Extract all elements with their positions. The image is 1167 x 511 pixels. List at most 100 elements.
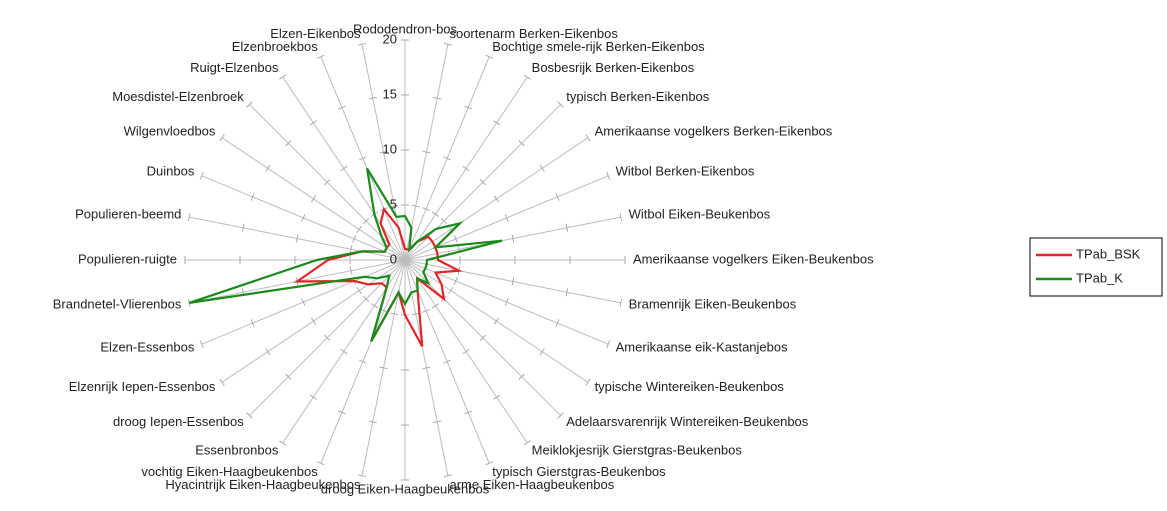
axis-label: Bochtige smele-rijk Berken-Eikenbos	[492, 39, 705, 54]
axis-label: Elzen-Eikenbos	[270, 26, 361, 41]
axis-label: Ruigt-Elzenbos	[190, 60, 279, 75]
axis-label: Bramenrijk Eiken-Beukenbos	[629, 296, 797, 311]
axis-label: Moesdistel-Elzenbroek	[112, 89, 244, 104]
axis-label: Adelaarsvarenrijk Wintereiken-Beukenbos	[566, 414, 809, 429]
legend-label: TPab_BSK	[1076, 246, 1141, 261]
tick-mark	[462, 165, 470, 172]
tick-mark	[359, 359, 367, 364]
tick-mark	[431, 303, 440, 309]
tick-mark	[464, 105, 473, 110]
tick-mark	[340, 165, 348, 172]
legend-box	[1029, 237, 1163, 297]
tick-mark	[555, 319, 560, 328]
axis-label: Elzenrijk Iepen-Essenbos	[69, 379, 216, 394]
tick-mark	[411, 204, 420, 208]
axis-label: Witbol Berken-Eikenbos	[616, 163, 755, 178]
tick-mark	[337, 105, 346, 110]
axis-label: Populieren-beemd	[75, 207, 181, 222]
tick-mark	[310, 195, 317, 203]
axis-label: droog Iepen-Essenbos	[113, 414, 244, 429]
y-tick-label: 15	[383, 86, 397, 101]
tick-mark	[265, 348, 271, 356]
axis-label: Elzen-Essenbos	[100, 339, 194, 354]
tick-mark	[219, 134, 225, 142]
tick-mark	[555, 192, 560, 201]
y-tick-label: 0	[390, 251, 397, 266]
axis-label: Elzenbroekbos	[232, 39, 318, 54]
tick-mark	[411, 312, 420, 316]
tick-mark	[250, 319, 255, 328]
tick-mark	[518, 140, 525, 147]
axis-label: Meiklokjesrijk Gierstgras-Beukenbos	[532, 443, 743, 458]
tick-mark	[443, 42, 452, 46]
axis-label: Bosbesrijk Berken-Eikenbos	[532, 60, 695, 75]
tick-mark	[356, 225, 362, 234]
axis-label: vochtig Eiken-Haagbeukenbos	[141, 464, 318, 479]
tick-mark	[565, 223, 569, 232]
tick-mark	[309, 394, 317, 400]
axis-label: Wilgenvloedbos	[124, 124, 216, 139]
tick-mark	[246, 412, 253, 419]
tick-mark	[368, 96, 377, 100]
tick-mark	[380, 308, 388, 313]
tick-mark	[379, 150, 388, 154]
tick-mark	[479, 179, 486, 186]
tick-mark	[352, 235, 357, 243]
y-tick-label: 5	[390, 196, 397, 211]
tick-mark	[368, 420, 377, 424]
axis-label: Hyacintrijk Eiken-Haagbeukenbos	[165, 477, 361, 492]
axis-label: typisch Berken-Eikenbos	[566, 89, 710, 104]
tick-mark	[265, 164, 271, 172]
axis-label: Duinbos	[147, 163, 195, 178]
tick-mark	[390, 204, 399, 208]
y-tick-label: 10	[383, 141, 397, 156]
tick-mark	[310, 317, 317, 325]
tick-mark	[279, 440, 287, 446]
tick-mark	[557, 412, 564, 419]
axis-label: Essenbronbos	[195, 443, 279, 458]
tick-mark	[431, 211, 440, 217]
tick-mark	[340, 348, 348, 355]
axis-label: arme Eiken-Haagbeukenbos	[449, 477, 614, 492]
legend-label: TPab_K	[1076, 270, 1123, 285]
tick-mark	[518, 373, 525, 380]
tick-mark	[565, 288, 569, 297]
axis-label: Amerikaanse vogelkers Eiken-Beukenbos	[633, 251, 874, 266]
axis-label: typisch Gierstgras-Beukenbos	[492, 464, 666, 479]
tick-mark	[349, 266, 353, 275]
tick-mark	[301, 298, 306, 306]
axis-label: Rododendron-bos	[353, 21, 458, 36]
tick-mark	[511, 277, 515, 286]
tick-mark	[241, 223, 245, 232]
tick-mark	[493, 394, 501, 400]
tick-mark	[324, 334, 331, 341]
tick-mark	[443, 156, 451, 161]
tick-mark	[285, 373, 292, 380]
tick-mark	[440, 217, 448, 225]
tick-mark	[493, 195, 500, 203]
tick-mark	[337, 410, 346, 415]
axis-label: Witbol Eiken-Beukenbos	[629, 207, 771, 222]
tick-mark	[359, 156, 367, 161]
tick-mark	[606, 171, 611, 180]
tick-mark	[443, 359, 451, 364]
tick-mark	[585, 378, 591, 386]
tick-mark	[219, 378, 225, 386]
tick-mark	[356, 286, 362, 295]
tick-mark	[301, 214, 306, 222]
tick-mark	[523, 440, 531, 446]
axis-label: typische Wintereiken-Beukenbos	[595, 379, 785, 394]
tick-mark	[485, 54, 494, 59]
tick-mark	[606, 340, 611, 349]
tick-mark	[362, 295, 370, 303]
tick-mark	[187, 213, 191, 222]
y-tick-label: 20	[383, 31, 397, 46]
tick-mark	[433, 96, 442, 100]
tick-mark	[464, 410, 473, 415]
tick-mark	[453, 277, 458, 285]
tick-mark	[370, 303, 379, 309]
tick-mark	[523, 74, 531, 80]
tick-mark	[199, 171, 204, 180]
tick-mark	[199, 340, 204, 349]
